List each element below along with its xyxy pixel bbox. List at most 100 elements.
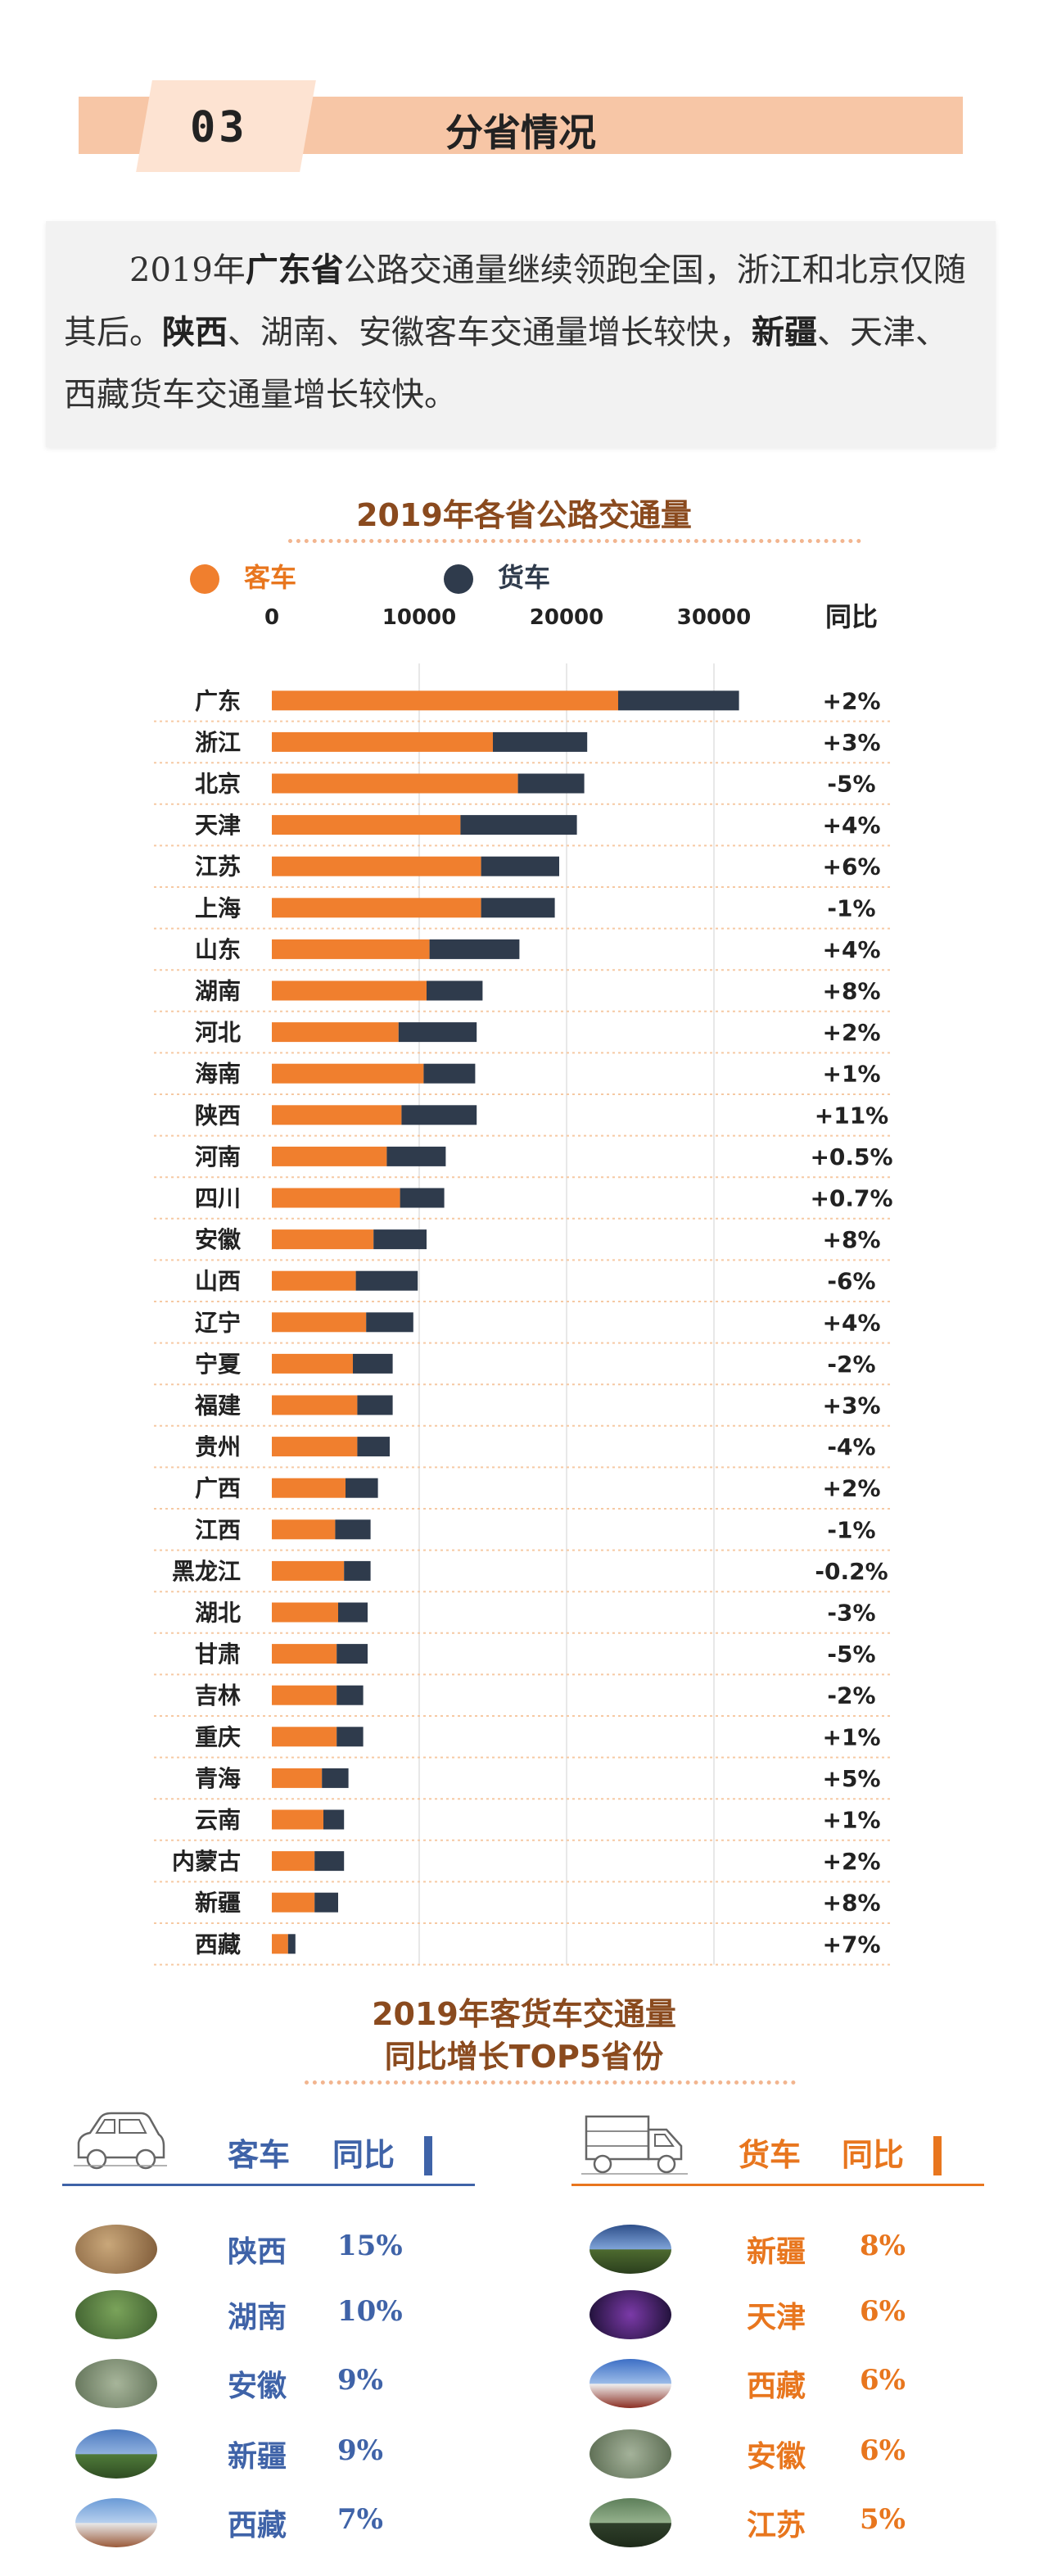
- yoy-value: -6%: [827, 1268, 875, 1295]
- bar-passenger: [272, 856, 481, 876]
- x-tick-label: 0: [264, 605, 279, 630]
- yoy-value: +8%: [823, 1226, 881, 1253]
- passenger-province: 安徽: [228, 2370, 287, 2403]
- bar-freight: [481, 898, 555, 918]
- yoy-value: +8%: [823, 1890, 881, 1917]
- bar-freight: [517, 773, 585, 794]
- bar-freight: [338, 1602, 368, 1623]
- bar-freight: [493, 731, 588, 752]
- bar-passenger: [272, 1644, 337, 1664]
- bar-freight: [322, 1768, 349, 1788]
- truck-icon: [581, 2115, 688, 2175]
- bar-passenger: [272, 1560, 345, 1581]
- passenger-thumbnail: [75, 2498, 157, 2547]
- yoy-value: -2%: [827, 1351, 875, 1378]
- x-tick-label: 20000: [530, 605, 603, 630]
- legend-dot-freight: [444, 564, 473, 594]
- yoy-value: -1%: [827, 1516, 875, 1543]
- freight-yoy-value: 6%: [860, 2434, 906, 2467]
- legend-freight: 货车: [444, 557, 550, 595]
- freight-yoy-value: 8%: [860, 2230, 906, 2262]
- passenger-header-line: [62, 2184, 475, 2186]
- bar-passenger: [272, 690, 618, 711]
- bar-passenger: [272, 815, 461, 835]
- bar-freight: [427, 980, 483, 1001]
- passenger-thumbnail: [75, 2429, 157, 2479]
- bar-freight: [337, 1727, 364, 1747]
- bar-freight: [400, 1188, 445, 1208]
- bar-freight: [386, 1146, 446, 1166]
- yoy-value: -2%: [827, 1682, 875, 1709]
- category-label: 河南: [195, 1143, 241, 1170]
- category-label: 甘肃: [195, 1641, 241, 1668]
- bar-passenger: [272, 1934, 288, 1954]
- category-label: 云南: [195, 1807, 241, 1834]
- freight-province: 新疆: [747, 2235, 806, 2269]
- yoy-header: 同比: [825, 601, 878, 632]
- yoy-value: -0.2%: [815, 1558, 888, 1585]
- yoy-value: +3%: [823, 729, 881, 756]
- yoy-value: +4%: [823, 812, 881, 839]
- bar-freight: [373, 1229, 427, 1250]
- freight-province: 天津: [747, 2301, 806, 2334]
- freight-province: 江苏: [747, 2509, 806, 2542]
- bar-freight: [287, 1934, 296, 1954]
- top5-title-line1: 2019年客货车交通量: [372, 1996, 676, 2032]
- yoy-value: -5%: [827, 771, 875, 798]
- yoy-value: +6%: [823, 853, 881, 881]
- bar-passenger: [272, 773, 518, 794]
- bar-passenger: [272, 1229, 374, 1250]
- category-label: 新疆: [195, 1890, 241, 1917]
- category-label: 辽宁: [195, 1309, 241, 1336]
- bar-freight: [398, 1022, 477, 1043]
- passenger-accent-bar: [424, 2136, 432, 2175]
- bar-freight: [357, 1395, 393, 1415]
- freight-province: 西藏: [747, 2370, 806, 2403]
- passenger-header: 客车: [228, 2137, 291, 2173]
- top5-title-underline: [305, 2080, 796, 2085]
- category-label: 上海: [195, 894, 241, 921]
- yoy-value: +2%: [823, 1848, 881, 1875]
- category-label: 江苏: [195, 853, 241, 881]
- x-tick-label: 10000: [382, 605, 456, 630]
- passenger-yoy-value: 7%: [337, 2503, 383, 2536]
- freight-yoy-value: 6%: [860, 2295, 906, 2328]
- freight-accent-bar: [933, 2136, 942, 2175]
- bar-passenger: [272, 1727, 337, 1747]
- intro-segment-5: 新疆: [752, 314, 817, 351]
- category-label: 海南: [195, 1061, 241, 1088]
- category-label: 重庆: [195, 1723, 241, 1750]
- category-label: 黑龙江: [172, 1558, 241, 1585]
- yoy-value: +0.7%: [810, 1185, 892, 1212]
- freight-thumbnail: [590, 2359, 671, 2408]
- passenger-yoy-value: 15%: [337, 2230, 403, 2262]
- category-label: 宁夏: [195, 1351, 242, 1378]
- bar-freight: [481, 856, 559, 876]
- top5-title-line2: 同比增长TOP5省份: [384, 2039, 664, 2075]
- bar-freight: [429, 939, 520, 959]
- yoy-value: +11%: [815, 1102, 888, 1129]
- yoy-value: +7%: [823, 1931, 881, 1958]
- freight-yoy-value: 6%: [860, 2364, 906, 2397]
- passenger-thumbnail: [75, 2225, 157, 2274]
- yoy-value: +0.5%: [810, 1143, 892, 1170]
- category-label: 陕西: [195, 1102, 241, 1129]
- section-title: 分省情况: [445, 111, 596, 155]
- category-label: 北京: [195, 771, 241, 798]
- bar-freight: [357, 1437, 390, 1457]
- category-label: 江西: [195, 1516, 241, 1543]
- freight-yoy-header: 同比: [842, 2137, 905, 2173]
- category-label: 山东: [195, 936, 241, 963]
- category-label: 青海: [195, 1765, 241, 1792]
- category-label: 广西: [195, 1475, 241, 1502]
- yoy-value: +2%: [823, 1475, 881, 1502]
- category-label: 贵州: [195, 1433, 241, 1460]
- yoy-value: +3%: [823, 1392, 881, 1419]
- bar-freight: [353, 1353, 393, 1374]
- bar-freight: [346, 1478, 378, 1498]
- car-icon: [74, 2112, 167, 2170]
- bar-freight: [618, 690, 739, 711]
- bar-passenger: [272, 1478, 346, 1498]
- passenger-yoy-header: 同比: [332, 2137, 395, 2173]
